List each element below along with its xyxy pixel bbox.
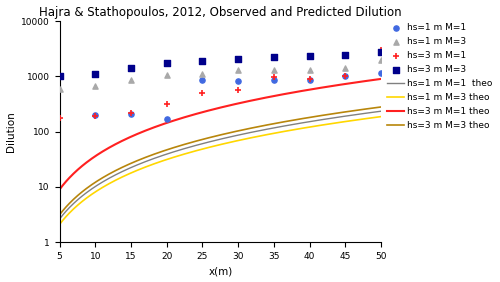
Point (92, 114, 100, 118)
Point (234, 79, 242, 83)
Point (163, 73, 171, 78)
Legend: hs=1 m M=1, hs=1 m M=3, hs=3 m M=1, hs=3 m M=3, hs=1 m M=1  theo, hs=1 m M=3 the: hs=1 m M=1, hs=1 m M=3, hs=3 m M=1, hs=3… (386, 21, 494, 132)
Point (127, 66, 135, 70)
Point (377, 49, 385, 54)
Point (270, 74, 278, 79)
Point (56, 74, 64, 79)
Point (92, 83, 100, 88)
Point (234, 67, 242, 72)
Point (56, 74, 64, 79)
Point (306, 68, 314, 73)
Y-axis label: Dilution: Dilution (6, 111, 16, 152)
Point (56, 116, 64, 120)
Point (342, 74, 349, 79)
Point (270, 68, 278, 72)
Point (56, 86, 64, 91)
X-axis label: x(m): x(m) (208, 266, 233, 276)
Title: Hajra & Stathopoulos, 2012, Observed and Predicted Dilution: Hajra & Stathopoulos, 2012, Observed and… (39, 6, 402, 19)
Point (198, 72, 206, 76)
Point (92, 113, 100, 117)
Point (198, 59, 206, 63)
Point (377, 58, 385, 63)
Point (127, 78, 135, 82)
Point (163, 117, 171, 121)
Point (234, 88, 242, 92)
Point (198, 91, 206, 96)
Point (270, 55, 278, 60)
Point (234, 56, 242, 61)
Point (92, 72, 100, 76)
Point (377, 48, 385, 52)
Point (270, 78, 278, 82)
Point (342, 53, 349, 57)
Point (163, 61, 171, 65)
Point (306, 78, 314, 82)
Point (198, 78, 206, 83)
Point (306, 54, 314, 59)
Point (342, 74, 349, 79)
Point (163, 102, 171, 106)
Point (127, 111, 135, 115)
Point (306, 77, 314, 81)
Point (342, 66, 349, 70)
Point (127, 112, 135, 116)
Point (377, 71, 385, 75)
